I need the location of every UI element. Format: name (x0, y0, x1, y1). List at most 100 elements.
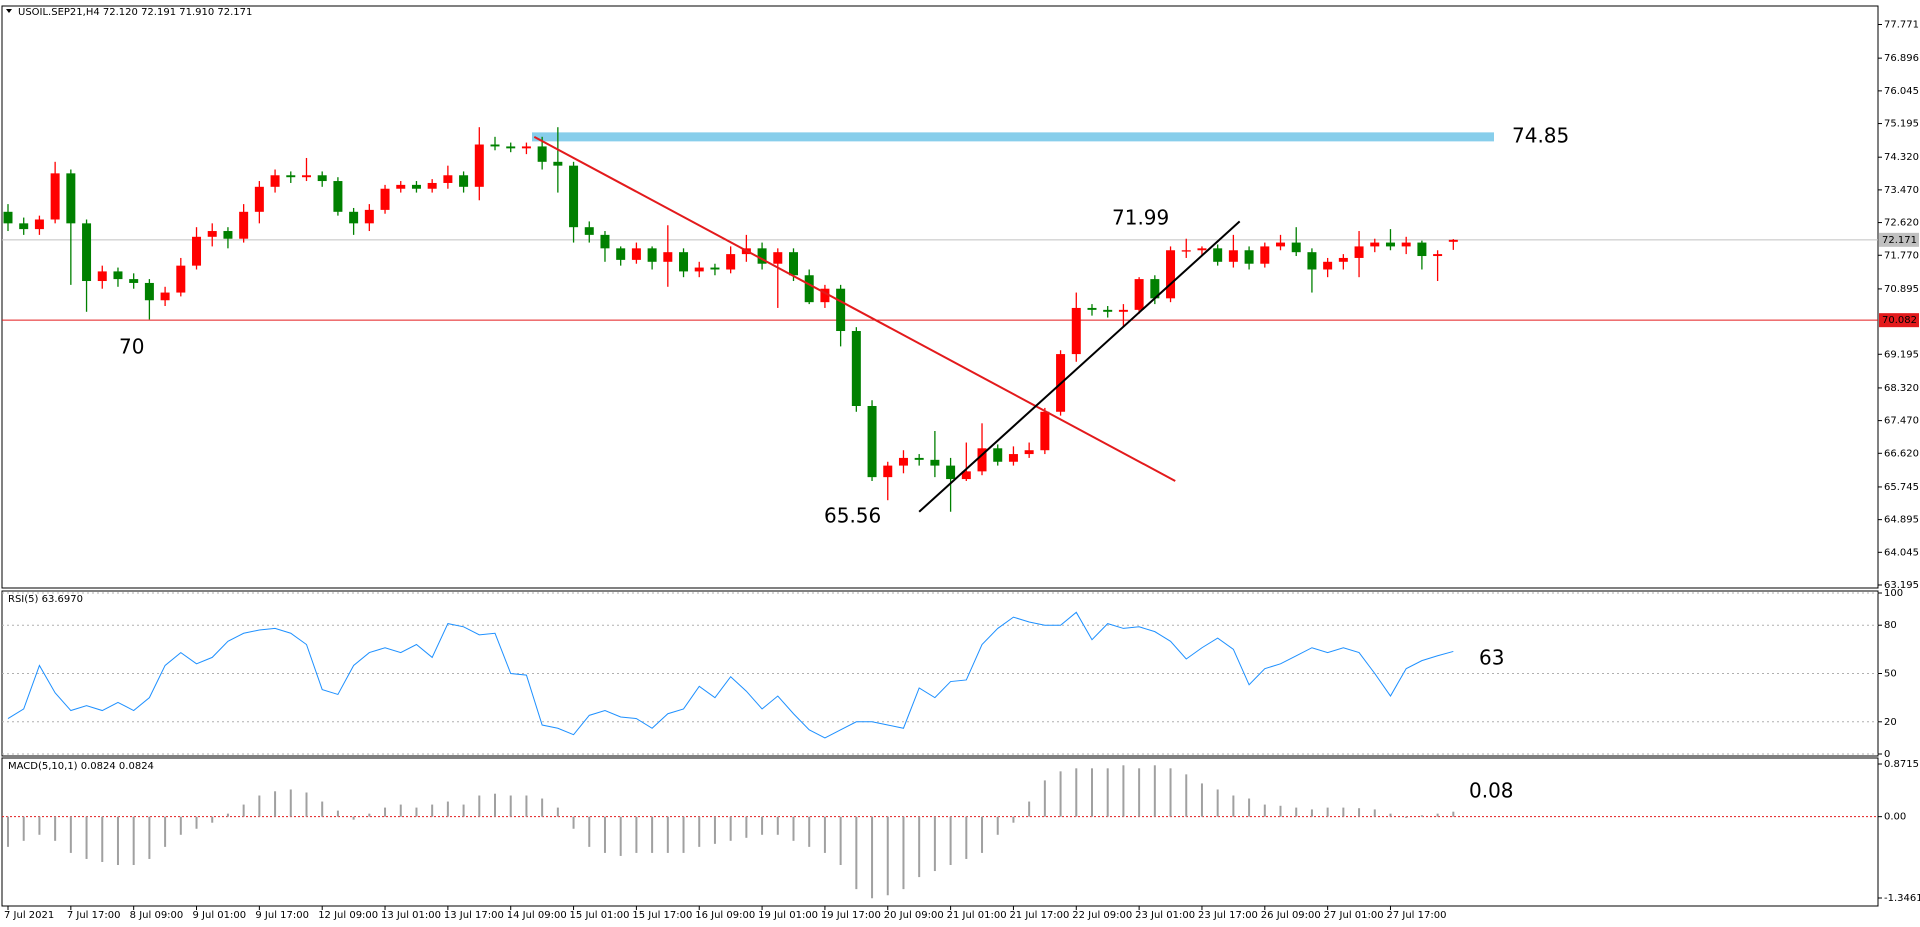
candle-body (223, 231, 233, 239)
candle-body (459, 175, 469, 187)
candle-body (82, 223, 92, 282)
candle-body (584, 227, 594, 235)
candle-body (1087, 307, 1097, 310)
candle-body (474, 144, 484, 187)
candle-body (254, 186, 264, 212)
price-box (1879, 232, 1919, 247)
x-tick-label: 14 Jul 09:00 (507, 910, 567, 921)
x-tick-label: 13 Jul 01:00 (381, 910, 441, 921)
y-tick-label: 70.895 (1884, 284, 1919, 295)
trendline (918, 220, 1241, 513)
candle-body (836, 288, 846, 332)
x-tick-label: 19 Jul 01:00 (758, 910, 818, 921)
candle-body (34, 219, 44, 230)
x-tick-label: 19 Jul 17:00 (821, 910, 881, 921)
candle-body (1181, 250, 1191, 252)
price-box (1879, 313, 1919, 328)
x-tick-label: 9 Jul 01:00 (193, 910, 247, 921)
candle-body (961, 471, 971, 480)
x-tick-label: 15 Jul 17:00 (632, 910, 692, 921)
candle-body (1150, 279, 1160, 299)
candle-body (616, 248, 626, 260)
candle-body (1008, 454, 1018, 462)
y-tick-label: 76.045 (1884, 86, 1919, 97)
candle-body (569, 165, 579, 228)
candle-body (600, 234, 610, 249)
candle-body (883, 465, 893, 478)
candle-body (1354, 246, 1364, 258)
candle-body (1433, 254, 1443, 257)
candle-body (1118, 309, 1128, 312)
candle-body (396, 184, 406, 189)
candle-body (647, 248, 657, 262)
candle-body (144, 282, 154, 301)
candle-body (270, 175, 280, 187)
candle-body (851, 331, 861, 406)
candle-body (804, 275, 814, 303)
candle-body (427, 182, 437, 189)
candle-body (1213, 248, 1223, 262)
candle-body (1166, 250, 1176, 299)
candle-body (207, 231, 217, 237)
candle-body (176, 265, 186, 293)
y-tick-label: 69.195 (1884, 349, 1919, 360)
candle-body (1228, 250, 1238, 262)
candle-body (946, 465, 956, 480)
candle-body (631, 248, 641, 260)
candle-body (1260, 246, 1270, 264)
candle-body (317, 175, 327, 182)
trendline (533, 135, 1176, 482)
level-label: 74.85 (1512, 123, 1569, 147)
candle-body (3, 211, 13, 224)
y-tick-label: 0.00 (1884, 812, 1906, 823)
candle-body (663, 252, 673, 262)
price-box-label: 70.082 (1882, 315, 1917, 326)
candle-body (867, 405, 877, 478)
y-tick-label: 74.320 (1884, 152, 1919, 163)
y-tick-label: 67.470 (1884, 416, 1919, 427)
candle-body (710, 267, 720, 270)
x-tick-label: 27 Jul 01:00 (1324, 910, 1384, 921)
candle-body (1448, 239, 1458, 242)
pane-title: RSI(5) 63.6970 (8, 594, 83, 605)
y-tick-label: 71.770 (1884, 250, 1919, 261)
candle-body (1417, 242, 1427, 257)
chart-header: USOIL.SEP21,H4 72.120 72.191 71.910 72.1… (18, 7, 252, 18)
candle-body (1244, 250, 1254, 264)
candle-body (553, 161, 563, 166)
candle-body (364, 209, 374, 224)
annotation: 0.08 (1469, 779, 1514, 803)
candle-body (930, 459, 940, 466)
x-tick-label: 27 Jul 17:00 (1386, 910, 1446, 921)
annotation: 65.56 (824, 504, 881, 528)
pane-border (1, 5, 1879, 589)
candle-body (286, 175, 296, 178)
y-tick-label: 100 (1884, 588, 1903, 599)
candle-body (301, 175, 311, 178)
candle-body (19, 223, 29, 230)
y-tick-label: 20 (1884, 717, 1897, 728)
candle-body (1024, 450, 1034, 455)
x-tick-label: 23 Jul 17:00 (1198, 910, 1258, 921)
candle-body (490, 144, 500, 147)
candle-body (349, 211, 359, 224)
candle-body (977, 448, 987, 472)
candle-body (113, 271, 123, 280)
y-tick-label: 75.195 (1884, 119, 1919, 130)
y-tick-label: 80 (1884, 620, 1897, 631)
x-tick-label: 12 Jul 09:00 (318, 910, 378, 921)
candle-body (192, 236, 202, 266)
y-tick-label: 65.745 (1884, 482, 1919, 493)
candle-body (1307, 252, 1317, 270)
candle-body (97, 271, 107, 282)
candle-body (50, 173, 60, 220)
candle-body (1291, 242, 1301, 253)
y-tick-label: 64.045 (1884, 547, 1919, 558)
rsi-line (7, 611, 1454, 739)
candle-body (443, 175, 453, 183)
candle-body (380, 188, 390, 210)
x-tick-label: 21 Jul 01:00 (947, 910, 1007, 921)
candle-body (773, 252, 783, 264)
candle-body (1276, 242, 1286, 247)
candle-body (898, 457, 908, 466)
